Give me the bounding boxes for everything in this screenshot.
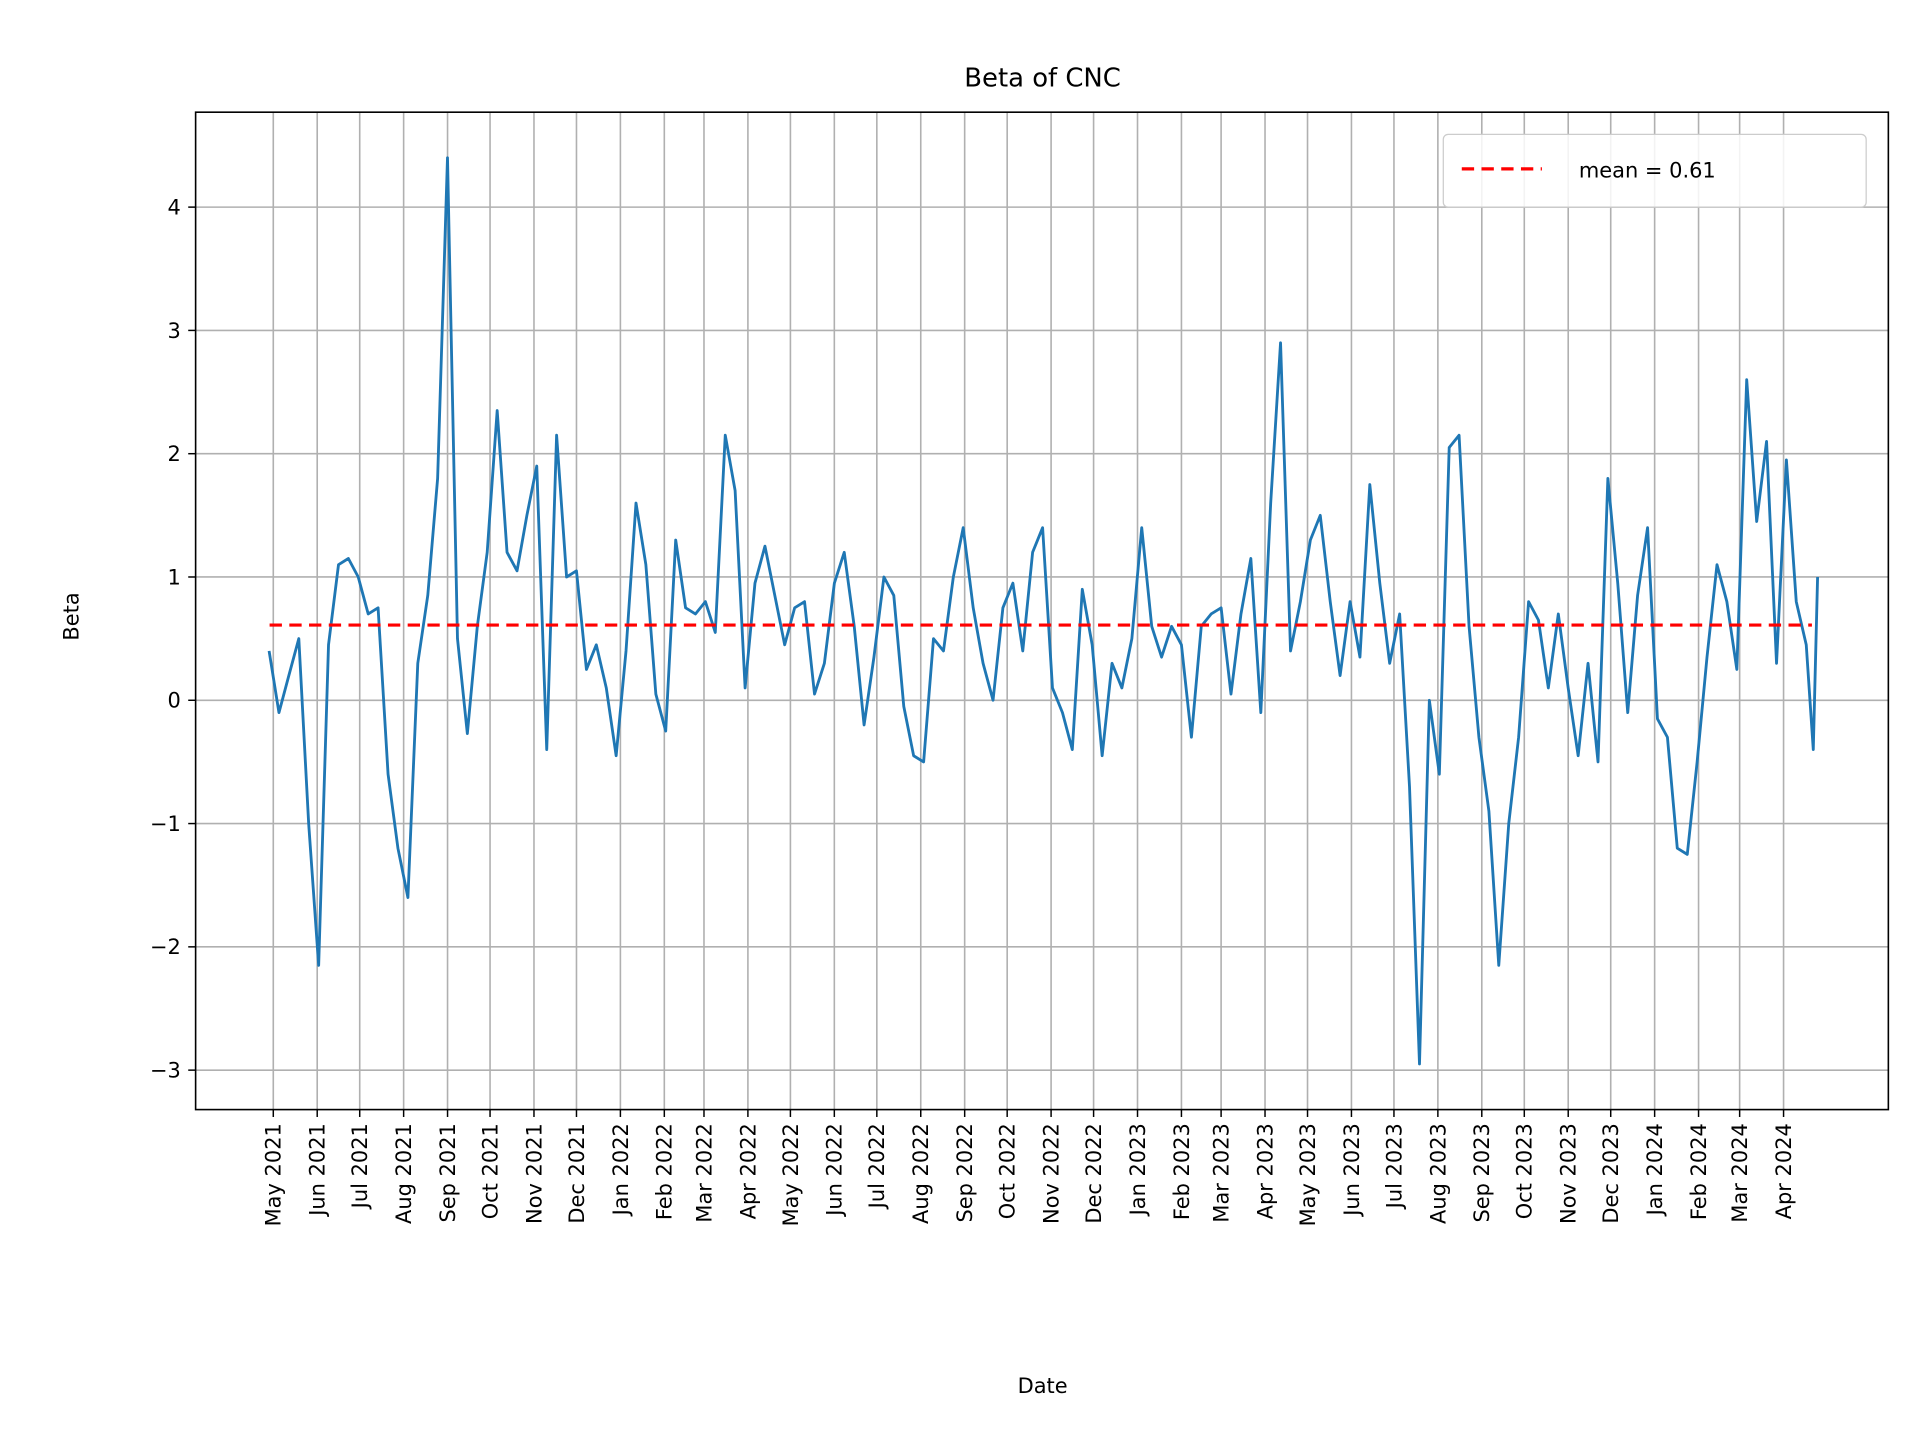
x-tick-label: Aug 2023 [1426, 1123, 1450, 1224]
x-tick-label: May 2021 [262, 1123, 286, 1226]
x-tick-label: Nov 2023 [1557, 1123, 1581, 1224]
x-tick-label: Aug 2022 [909, 1123, 933, 1224]
x-tick-label: Jul 2023 [1382, 1123, 1406, 1210]
y-tick-label: 3 [167, 319, 180, 343]
beta-series-line [267, 156, 1820, 1066]
x-tick-label: Oct 2022 [996, 1123, 1020, 1219]
legend-box [1442, 133, 1867, 208]
x-tick-label: Oct 2021 [478, 1123, 502, 1219]
x-tick-label: Aug 2021 [392, 1123, 416, 1224]
x-tick-label: Mar 2022 [692, 1123, 716, 1222]
x-tick-label: May 2023 [1296, 1123, 1320, 1226]
y-tick-label: 2 [167, 442, 180, 466]
y-tick-label: 1 [167, 565, 180, 589]
x-tick-label: Dec 2023 [1599, 1123, 1623, 1223]
x-tick-label: Mar 2023 [1210, 1123, 1234, 1222]
y-axis-label: Beta [59, 592, 83, 640]
x-tick-label: Dec 2021 [565, 1123, 589, 1223]
chart-title: Beta of CNC [964, 63, 1121, 93]
y-tick-label: 4 [167, 196, 180, 220]
x-tick-label: Oct 2023 [1513, 1123, 1537, 1219]
x-tick-label: Jun 2021 [306, 1123, 330, 1218]
x-tick-label: Jan 2022 [609, 1123, 633, 1217]
x-axis-label: Date [1018, 1374, 1068, 1398]
x-tick-label: Feb 2023 [1170, 1123, 1194, 1220]
x-tick-label: Apr 2023 [1253, 1123, 1277, 1219]
x-tick-label: Apr 2024 [1772, 1123, 1796, 1219]
plot-area [267, 156, 1820, 1066]
y-tick-label: −1 [150, 812, 181, 836]
y-tick-label: 0 [167, 689, 180, 713]
x-tick-label: Jan 2023 [1126, 1123, 1150, 1217]
x-tick-label: Dec 2022 [1082, 1123, 1106, 1223]
axis-ticks: 4 3 2 1 0 −1 −2 −3 May 2021 Jun 2021 Jul 2021 Aug 2… [150, 196, 1796, 1227]
x-tick-label: May 2022 [779, 1123, 803, 1226]
x-tick-label: Jul 2021 [348, 1123, 372, 1210]
grid [195, 112, 1889, 1110]
x-tick-label: Sep 2022 [953, 1123, 977, 1222]
y-tick-label: −3 [150, 1059, 181, 1083]
x-tick-label: Nov 2022 [1039, 1123, 1063, 1224]
axes-frame [194, 111, 1890, 1111]
y-tick-label: −2 [150, 935, 181, 959]
legend-mean-label: mean = 0.61 [1579, 159, 1716, 183]
x-tick-label: Apr 2022 [736, 1123, 760, 1219]
x-tick-label: Jun 2022 [823, 1123, 847, 1218]
x-tick-label: Feb 2024 [1687, 1123, 1711, 1220]
x-tick-label: Feb 2022 [653, 1123, 677, 1220]
x-tick-label: Sep 2021 [436, 1123, 460, 1222]
x-tick-label: Mar 2024 [1728, 1123, 1752, 1222]
x-tick-label: Jun 2023 [1340, 1123, 1364, 1218]
legend: mean = 0.61 [1442, 133, 1867, 208]
x-tick-label: Sep 2023 [1470, 1123, 1494, 1222]
x-tick-label: Nov 2021 [522, 1123, 546, 1224]
x-tick-label: Jul 2022 [865, 1123, 889, 1210]
x-tick-label: Jan 2024 [1643, 1123, 1667, 1217]
